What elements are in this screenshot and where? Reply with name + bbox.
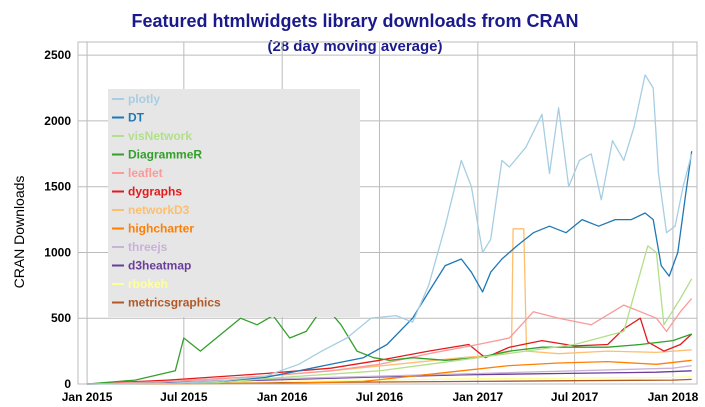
series-line-DiagrammeR <box>87 304 692 385</box>
x-tick-label: Jan 2016 <box>257 390 308 404</box>
chart-subtitle: (28 day moving average) <box>267 38 442 55</box>
legend-label-DiagrammeR: DiagrammeR <box>128 148 202 162</box>
y-tick-label: 0 <box>64 377 71 391</box>
series-line-DT <box>87 151 693 385</box>
legend-box <box>108 89 360 317</box>
y-tick-label: 2000 <box>44 114 71 128</box>
series-line-leaflet <box>87 298 693 385</box>
x-tick-label: Jan 2017 <box>452 390 503 404</box>
legend-label-leaflet: leaflet <box>128 166 163 180</box>
y-axis-label: CRAN Downloads <box>11 176 27 289</box>
legend-label-visNetwork: visNetwork <box>128 129 192 143</box>
x-tick-label: Jan 2018 <box>648 390 699 404</box>
legend-label-rbokeh: rbokeh <box>128 277 168 291</box>
x-tick-label: Jan 2015 <box>62 390 113 404</box>
x-tick-label: Jul 2016 <box>356 390 404 404</box>
legend-label-highcharter: highcharter <box>128 222 194 236</box>
y-tick-label: 1000 <box>44 245 71 259</box>
x-tick-label: Jul 2017 <box>551 390 599 404</box>
legend-label-threejs: threejs <box>128 240 168 254</box>
x-tick-label: Jul 2015 <box>160 390 208 404</box>
legend-label-networkD3: networkD3 <box>128 203 190 217</box>
legend-label-DT: DT <box>128 111 145 125</box>
legend-label-plotly: plotly <box>128 92 160 106</box>
y-tick-label: 1500 <box>44 180 71 194</box>
series-line-plotly <box>87 74 693 385</box>
legend-label-metricsgraphics: metricsgraphics <box>128 296 221 310</box>
series-lines <box>87 74 693 385</box>
series-line-highcharter <box>87 359 692 385</box>
y-tick-label: 2500 <box>44 48 71 62</box>
legend-label-dygraphs: dygraphs <box>128 185 182 199</box>
legend: plotly DT visNetwork DiagrammeR leaflet dygra… <box>108 89 360 317</box>
chart-title: Featured htmlwidgets library downloads f… <box>131 11 578 31</box>
axes: 0 500 1000 1500 2000 2500 Jan 2015 Jul 2015 Jan … <box>44 48 698 404</box>
y-tick-label: 500 <box>51 311 71 325</box>
legend-label-d3heatmap: d3heatmap <box>128 259 191 273</box>
series-line-visNetwork <box>87 245 693 385</box>
